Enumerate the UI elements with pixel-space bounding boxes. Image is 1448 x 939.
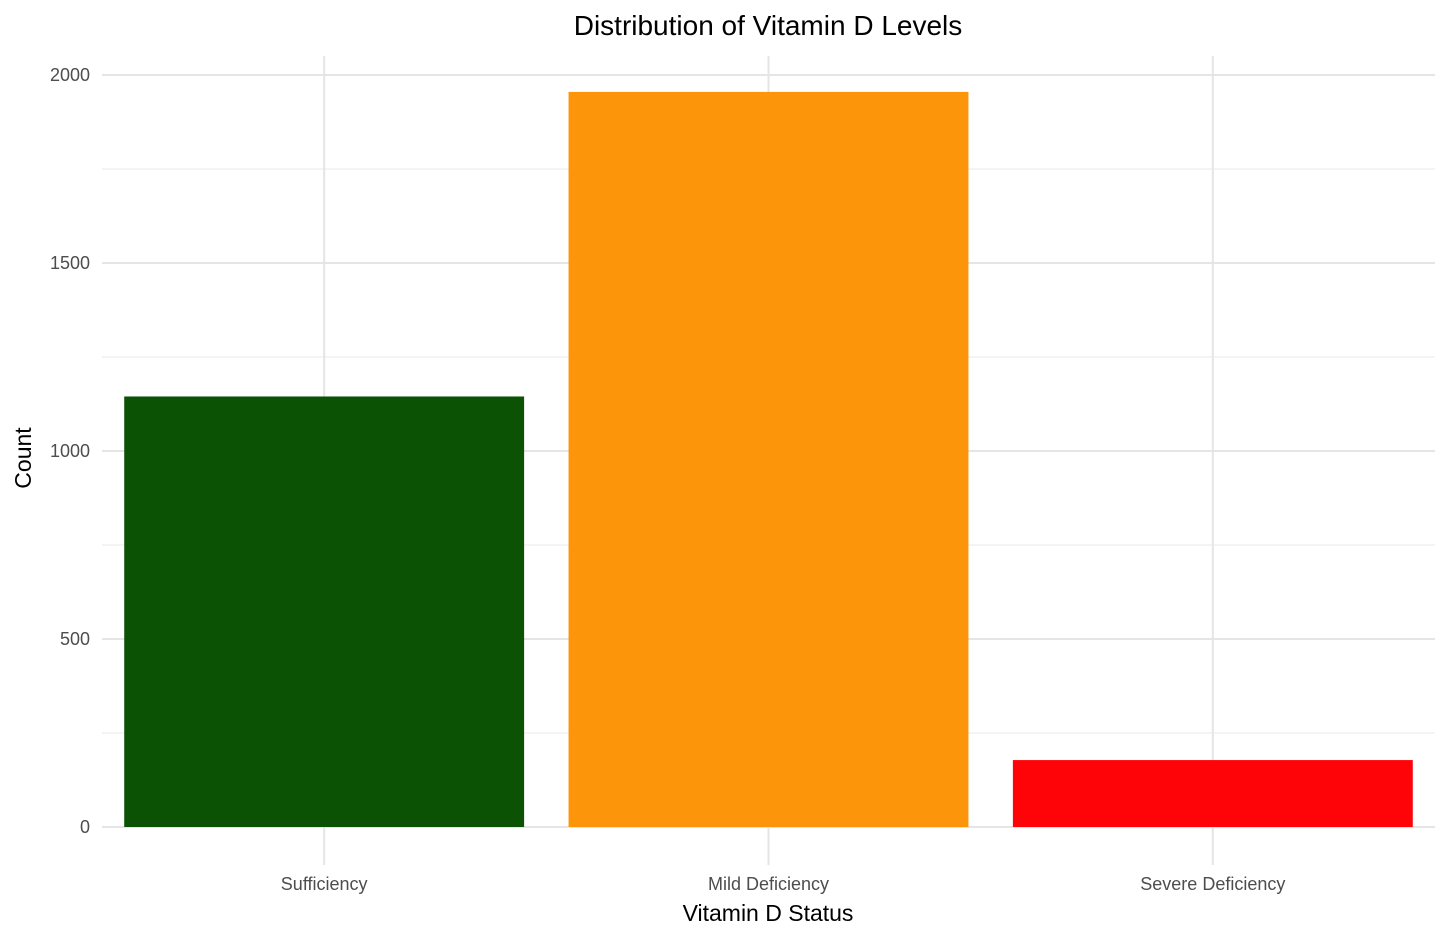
bar-sufficiency xyxy=(124,396,525,827)
y-axis-title: Count xyxy=(10,427,36,489)
bar-severe-deficiency xyxy=(1012,760,1413,827)
y-tick-label: 0 xyxy=(80,817,90,837)
bars xyxy=(124,91,1413,828)
bar-mild-deficiency xyxy=(568,91,969,828)
y-tick-label: 500 xyxy=(60,629,90,649)
x-tick-label: Sufficiency xyxy=(281,874,368,894)
x-tick-label: Severe Deficiency xyxy=(1140,874,1285,894)
y-tick-label: 2000 xyxy=(50,65,90,85)
x-axis-ticks: Sufficiency Mild Deficiency Severe Deficie… xyxy=(281,874,1286,894)
y-tick-label: 1000 xyxy=(50,441,90,461)
y-tick-label: 1500 xyxy=(50,253,90,273)
y-axis-ticks: 0 500 1000 1500 2000 xyxy=(50,65,90,837)
x-tick-label: Mild Deficiency xyxy=(708,874,829,894)
chart-title: Distribution of Vitamin D Levels xyxy=(574,10,963,41)
x-axis-title: Vitamin D Status xyxy=(683,900,854,926)
